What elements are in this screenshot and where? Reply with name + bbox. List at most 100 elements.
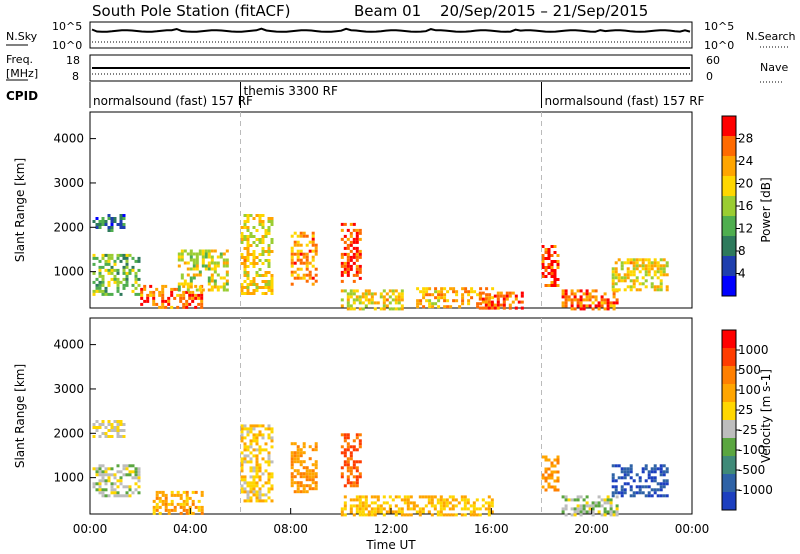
colorbar-tick-label: 16 <box>738 199 753 213</box>
heatmap-cell <box>553 272 557 275</box>
heatmap-cell <box>550 263 554 266</box>
heatmap-cell <box>650 467 654 471</box>
heatmap-cell <box>311 231 315 235</box>
heatmap-cell <box>487 501 491 505</box>
heatmap-cell <box>252 433 256 437</box>
heatmap-cell <box>131 476 135 480</box>
heatmap-cell <box>293 454 297 458</box>
colorbar-swatch <box>722 384 736 402</box>
heatmap-cell <box>579 513 583 517</box>
colorbar-swatch <box>722 136 736 156</box>
heatmap-cell <box>614 479 618 483</box>
heatmap-cell <box>299 276 303 280</box>
heatmap-cell <box>134 467 138 471</box>
heatmap-cell <box>346 478 350 482</box>
heatmap-cell <box>409 501 413 505</box>
heatmap-cell <box>173 296 177 300</box>
heatmap-cell <box>385 510 389 514</box>
heatmap-cell <box>270 439 274 443</box>
heatmap-cell <box>258 430 262 434</box>
heatmap-cell <box>611 491 615 495</box>
heatmap-cell <box>472 510 476 514</box>
heatmap-cell <box>358 270 362 274</box>
heatmap-cell <box>653 273 657 277</box>
heatmap-cell <box>182 508 186 512</box>
heatmap-cell <box>255 289 259 292</box>
heatmap-cell <box>485 287 489 291</box>
heatmap-cell <box>472 513 476 517</box>
heatmap-cell <box>225 258 229 262</box>
heatmap-cell <box>258 445 262 449</box>
heatmap-cell <box>478 306 482 310</box>
heatmap-cell <box>626 470 630 474</box>
heatmap-cell <box>255 490 259 494</box>
heatmap-cell <box>511 291 515 295</box>
heatmap-cell <box>305 252 309 256</box>
heatmap-cell <box>131 491 135 495</box>
noise-right-tick-top: 10^5 <box>704 20 734 33</box>
heatmap-cell <box>170 499 174 503</box>
heatmap-cell <box>508 291 512 295</box>
heatmap-cell <box>352 513 356 517</box>
xtick-label: 04:00 <box>173 522 208 536</box>
heatmap-cell <box>255 439 259 443</box>
heatmap-cell <box>606 304 610 308</box>
heatmap-cell <box>101 292 105 296</box>
heatmap-cell <box>270 487 274 491</box>
heatmap-cell <box>397 307 401 311</box>
heatmap-cell <box>436 501 440 505</box>
heatmap-cell <box>198 270 202 274</box>
heatmap-cell <box>101 464 105 468</box>
heatmap-cell <box>240 286 244 289</box>
heatmap-cell <box>487 504 491 508</box>
heatmap-cell <box>473 290 477 294</box>
heatmap-cell <box>541 272 545 275</box>
heatmap-cell <box>243 499 247 503</box>
heatmap-cell <box>573 513 577 517</box>
heatmap-cell <box>240 463 244 467</box>
heatmap-cell <box>261 457 265 461</box>
heatmap-cell <box>349 289 353 293</box>
heatmap-cell <box>508 294 512 298</box>
heatmap-cell <box>296 445 300 449</box>
heatmap-cell <box>544 470 548 474</box>
heatmap-cell <box>267 427 271 431</box>
heatmap-cell <box>427 498 431 502</box>
heatmap-cell <box>177 285 181 289</box>
heatmap-cell <box>469 513 473 517</box>
heatmap-cell <box>376 498 380 502</box>
heatmap-cell <box>311 249 315 253</box>
heatmap-cell <box>119 494 123 498</box>
heatmap-cell <box>400 498 404 502</box>
heatmap-cell <box>125 494 129 498</box>
heatmap-cell <box>189 252 193 256</box>
heatmap-cell <box>185 493 189 497</box>
heatmap-cell <box>240 469 244 473</box>
heatmap-cell <box>261 499 265 503</box>
heatmap-cell <box>240 484 244 488</box>
heatmap-cell <box>352 439 356 443</box>
heatmap-cell <box>346 258 350 262</box>
heatmap-cell <box>92 253 96 257</box>
heatmap-cell <box>650 476 654 480</box>
heatmap-cell <box>134 286 138 290</box>
heatmap-cell <box>95 256 99 260</box>
heatmap-cell <box>201 261 205 265</box>
heatmap-cell <box>340 222 344 226</box>
heatmap-cell <box>258 490 262 494</box>
heatmap-cell <box>246 496 250 500</box>
heatmap-cell <box>611 479 615 483</box>
heatmap-cell <box>419 302 423 306</box>
heatmap-cell <box>204 249 208 253</box>
heatmap-cell <box>430 501 434 505</box>
heatmap-cell <box>107 476 111 480</box>
heatmap-cell <box>376 301 380 305</box>
heatmap-cell <box>588 292 592 296</box>
heatmap-cell <box>290 255 294 259</box>
heatmap-cell <box>412 504 416 508</box>
heatmap-cell <box>264 274 268 277</box>
heatmap-cell <box>511 300 515 304</box>
heatmap-cell <box>464 290 468 294</box>
velocity-ylabel: Slant Range [km] <box>13 364 27 468</box>
heatmap-cell <box>358 228 362 232</box>
